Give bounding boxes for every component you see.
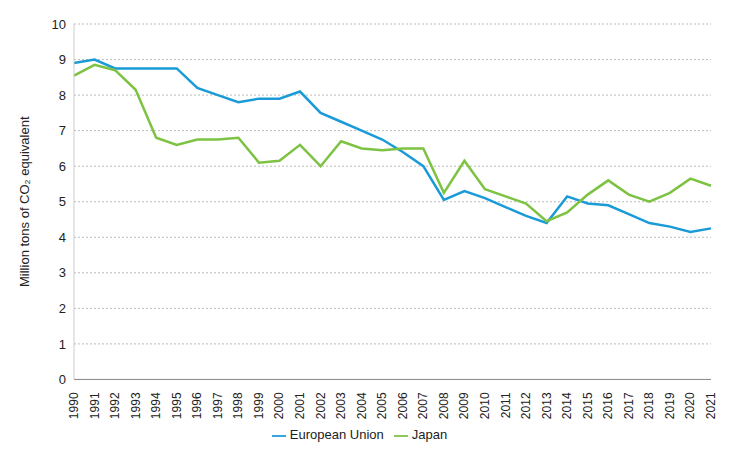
svg-text:Million tons of CO₂ equivalent: Million tons of CO₂ equivalent <box>17 116 32 287</box>
svg-text:6: 6 <box>59 159 66 174</box>
svg-text:8: 8 <box>59 88 66 103</box>
svg-text:3: 3 <box>59 265 66 280</box>
svg-text:9: 9 <box>59 52 66 67</box>
svg-text:4: 4 <box>59 230 66 245</box>
svg-text:2014: 2014 <box>560 392 574 419</box>
svg-text:2007: 2007 <box>416 392 430 419</box>
svg-text:2020: 2020 <box>683 392 697 419</box>
svg-text:2017: 2017 <box>622 392 636 419</box>
svg-text:2005: 2005 <box>375 392 389 419</box>
svg-text:1996: 1996 <box>190 392 204 419</box>
svg-text:5: 5 <box>59 194 66 209</box>
svg-text:2016: 2016 <box>601 392 615 419</box>
svg-text:2015: 2015 <box>581 392 595 419</box>
svg-text:1993: 1993 <box>129 392 143 419</box>
svg-text:2012: 2012 <box>519 392 533 419</box>
svg-text:2006: 2006 <box>396 392 410 419</box>
svg-text:1992: 1992 <box>108 392 122 419</box>
svg-text:2002: 2002 <box>314 392 328 419</box>
svg-text:7: 7 <box>59 123 66 138</box>
html-text:Japan: Japan <box>411 427 448 443</box>
svg-text:1: 1 <box>59 337 66 352</box>
svg-text:2013: 2013 <box>540 392 554 419</box>
svg-text:2001: 2001 <box>293 392 307 419</box>
svg-text:1994: 1994 <box>149 392 163 419</box>
svg-text:2003: 2003 <box>334 392 348 419</box>
svg-text:2010: 2010 <box>478 392 492 419</box>
svg-text:1990: 1990 <box>67 392 81 419</box>
svg-text:2: 2 <box>59 301 66 316</box>
svg-text:2009: 2009 <box>457 392 471 419</box>
svg-text:1998: 1998 <box>231 392 245 419</box>
svg-text:2018: 2018 <box>642 392 656 419</box>
svg-text:2021: 2021 <box>704 392 718 419</box>
svg-text:2008: 2008 <box>437 392 451 419</box>
svg-text:2019: 2019 <box>663 392 677 419</box>
svg-text:0: 0 <box>59 372 66 387</box>
svg-text:1999: 1999 <box>252 392 266 419</box>
svg-text:1995: 1995 <box>170 392 184 419</box>
html-text:European Union: European Union <box>289 427 384 443</box>
svg-text:1991: 1991 <box>88 392 102 419</box>
svg-text:1997: 1997 <box>211 392 225 419</box>
svg-text:2000: 2000 <box>272 392 286 419</box>
svg-text:2004: 2004 <box>355 392 369 419</box>
svg-text:10: 10 <box>52 17 66 32</box>
svg-text:2011: 2011 <box>499 392 513 418</box>
